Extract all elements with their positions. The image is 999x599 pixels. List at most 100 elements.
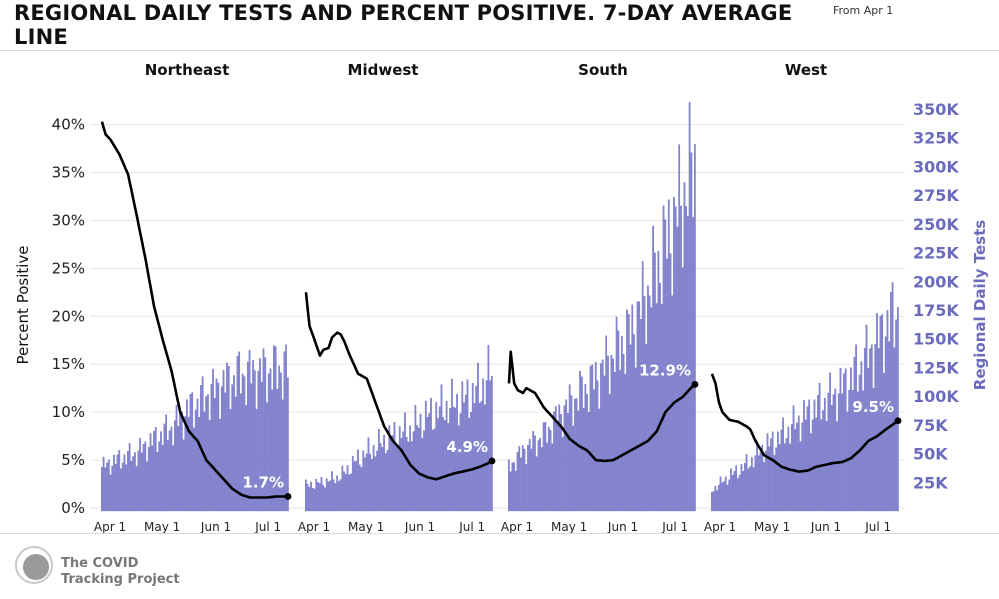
test-bar bbox=[193, 427, 195, 512]
test-bar bbox=[860, 361, 863, 512]
test-bar bbox=[605, 335, 608, 512]
y-tick-label: 5% bbox=[61, 451, 85, 469]
test-bar bbox=[459, 413, 462, 512]
test-bar bbox=[870, 344, 873, 512]
test-bar bbox=[252, 360, 254, 512]
panel-midwest: Midwest 4.9% Apr 1 May 1 Jun 1 Jul 1 bbox=[298, 61, 496, 533]
test-bar bbox=[172, 445, 174, 512]
test-bar bbox=[667, 199, 670, 512]
regional-tests-chart: 0% 5% 10% 15% 20% 25% 30% 35% 40% Percent Positiv… bbox=[14, 61, 989, 533]
test-bar bbox=[851, 390, 854, 512]
test-bar bbox=[376, 450, 378, 512]
test-bar bbox=[398, 426, 401, 512]
test-bar bbox=[186, 399, 188, 512]
test-bar bbox=[839, 367, 842, 512]
test-bar bbox=[120, 468, 122, 512]
test-bar bbox=[735, 465, 738, 512]
test-bar bbox=[726, 484, 729, 512]
test-bar bbox=[158, 441, 161, 512]
test-bar bbox=[362, 450, 365, 512]
test-bar bbox=[306, 483, 309, 512]
test-bar bbox=[601, 359, 604, 512]
x-tick-label: Apr 1 bbox=[501, 520, 533, 533]
test-bar bbox=[554, 406, 557, 512]
test-bar bbox=[742, 470, 745, 512]
test-bar bbox=[622, 354, 625, 512]
test-bar bbox=[310, 481, 312, 512]
test-bar bbox=[364, 457, 366, 512]
test-bar bbox=[627, 314, 630, 512]
test-bar bbox=[846, 411, 849, 512]
test-bar bbox=[257, 371, 260, 512]
y2-tick-label: 75K bbox=[913, 416, 948, 435]
y-tick-label: 20% bbox=[52, 307, 85, 325]
test-bar bbox=[685, 206, 688, 512]
test-bar bbox=[113, 454, 115, 512]
test-bar bbox=[532, 431, 535, 512]
test-bar bbox=[579, 370, 581, 512]
test-bar bbox=[480, 401, 483, 512]
test-bar bbox=[594, 362, 597, 512]
test-bar bbox=[518, 446, 521, 512]
y2-tick-label: 350K bbox=[913, 100, 959, 119]
test-bar bbox=[182, 439, 185, 512]
test-bar bbox=[645, 343, 648, 512]
test-bar bbox=[528, 439, 531, 512]
test-bar bbox=[690, 152, 693, 512]
test-bar bbox=[189, 394, 192, 512]
test-bar bbox=[393, 421, 396, 512]
test-bar bbox=[777, 431, 779, 512]
test-bar bbox=[308, 486, 311, 512]
test-bar bbox=[535, 456, 538, 512]
test-bar bbox=[447, 423, 450, 512]
test-bar bbox=[648, 295, 651, 512]
test-bar bbox=[213, 398, 216, 512]
test-bar bbox=[391, 435, 394, 512]
test-bar bbox=[430, 397, 432, 512]
test-bar bbox=[853, 356, 856, 512]
test-bar bbox=[428, 413, 431, 512]
test-bar bbox=[827, 392, 830, 512]
test-bar bbox=[313, 488, 316, 512]
test-bar bbox=[547, 426, 550, 512]
test-bar bbox=[818, 382, 821, 512]
test-bar bbox=[194, 409, 197, 512]
test-bar bbox=[596, 380, 599, 512]
test-bar bbox=[274, 346, 277, 512]
test-bar bbox=[666, 258, 668, 512]
test-bar bbox=[837, 393, 840, 512]
test-bar bbox=[669, 253, 672, 512]
test-bar bbox=[461, 381, 464, 512]
test-bar bbox=[280, 372, 282, 512]
test-bar bbox=[489, 380, 491, 512]
test-bar bbox=[379, 443, 382, 512]
panel-title: West bbox=[785, 61, 827, 79]
test-bar bbox=[240, 393, 242, 512]
test-bar bbox=[388, 425, 391, 512]
test-bar bbox=[756, 440, 758, 512]
x-tick-label: Jun 1 bbox=[810, 520, 841, 533]
test-bar bbox=[123, 454, 126, 512]
y2-tick-label: 150K bbox=[913, 330, 959, 349]
test-bar bbox=[631, 304, 634, 512]
test-bar bbox=[507, 459, 510, 512]
test-bar bbox=[759, 451, 762, 512]
test-bar bbox=[338, 481, 340, 512]
test-bar bbox=[402, 431, 405, 512]
test-bar bbox=[673, 196, 675, 512]
test-bar bbox=[377, 429, 380, 512]
test-bar bbox=[724, 476, 727, 512]
test-bar bbox=[855, 344, 857, 512]
test-bar bbox=[610, 355, 613, 512]
y2-tick-label: 175K bbox=[913, 301, 959, 320]
panel-northeast: Northeast 1.7% Apr 1 May 1 Jun 1 Jul 1 bbox=[94, 61, 292, 533]
test-bar bbox=[832, 394, 835, 512]
percent-positive-line bbox=[507, 350, 696, 463]
test-bar bbox=[534, 435, 536, 512]
test-bar bbox=[527, 444, 529, 512]
test-bar bbox=[233, 375, 235, 512]
test-bar bbox=[324, 487, 326, 512]
test-bar bbox=[360, 467, 363, 512]
test-bar bbox=[891, 282, 894, 512]
y-tick-label: 15% bbox=[52, 355, 85, 373]
